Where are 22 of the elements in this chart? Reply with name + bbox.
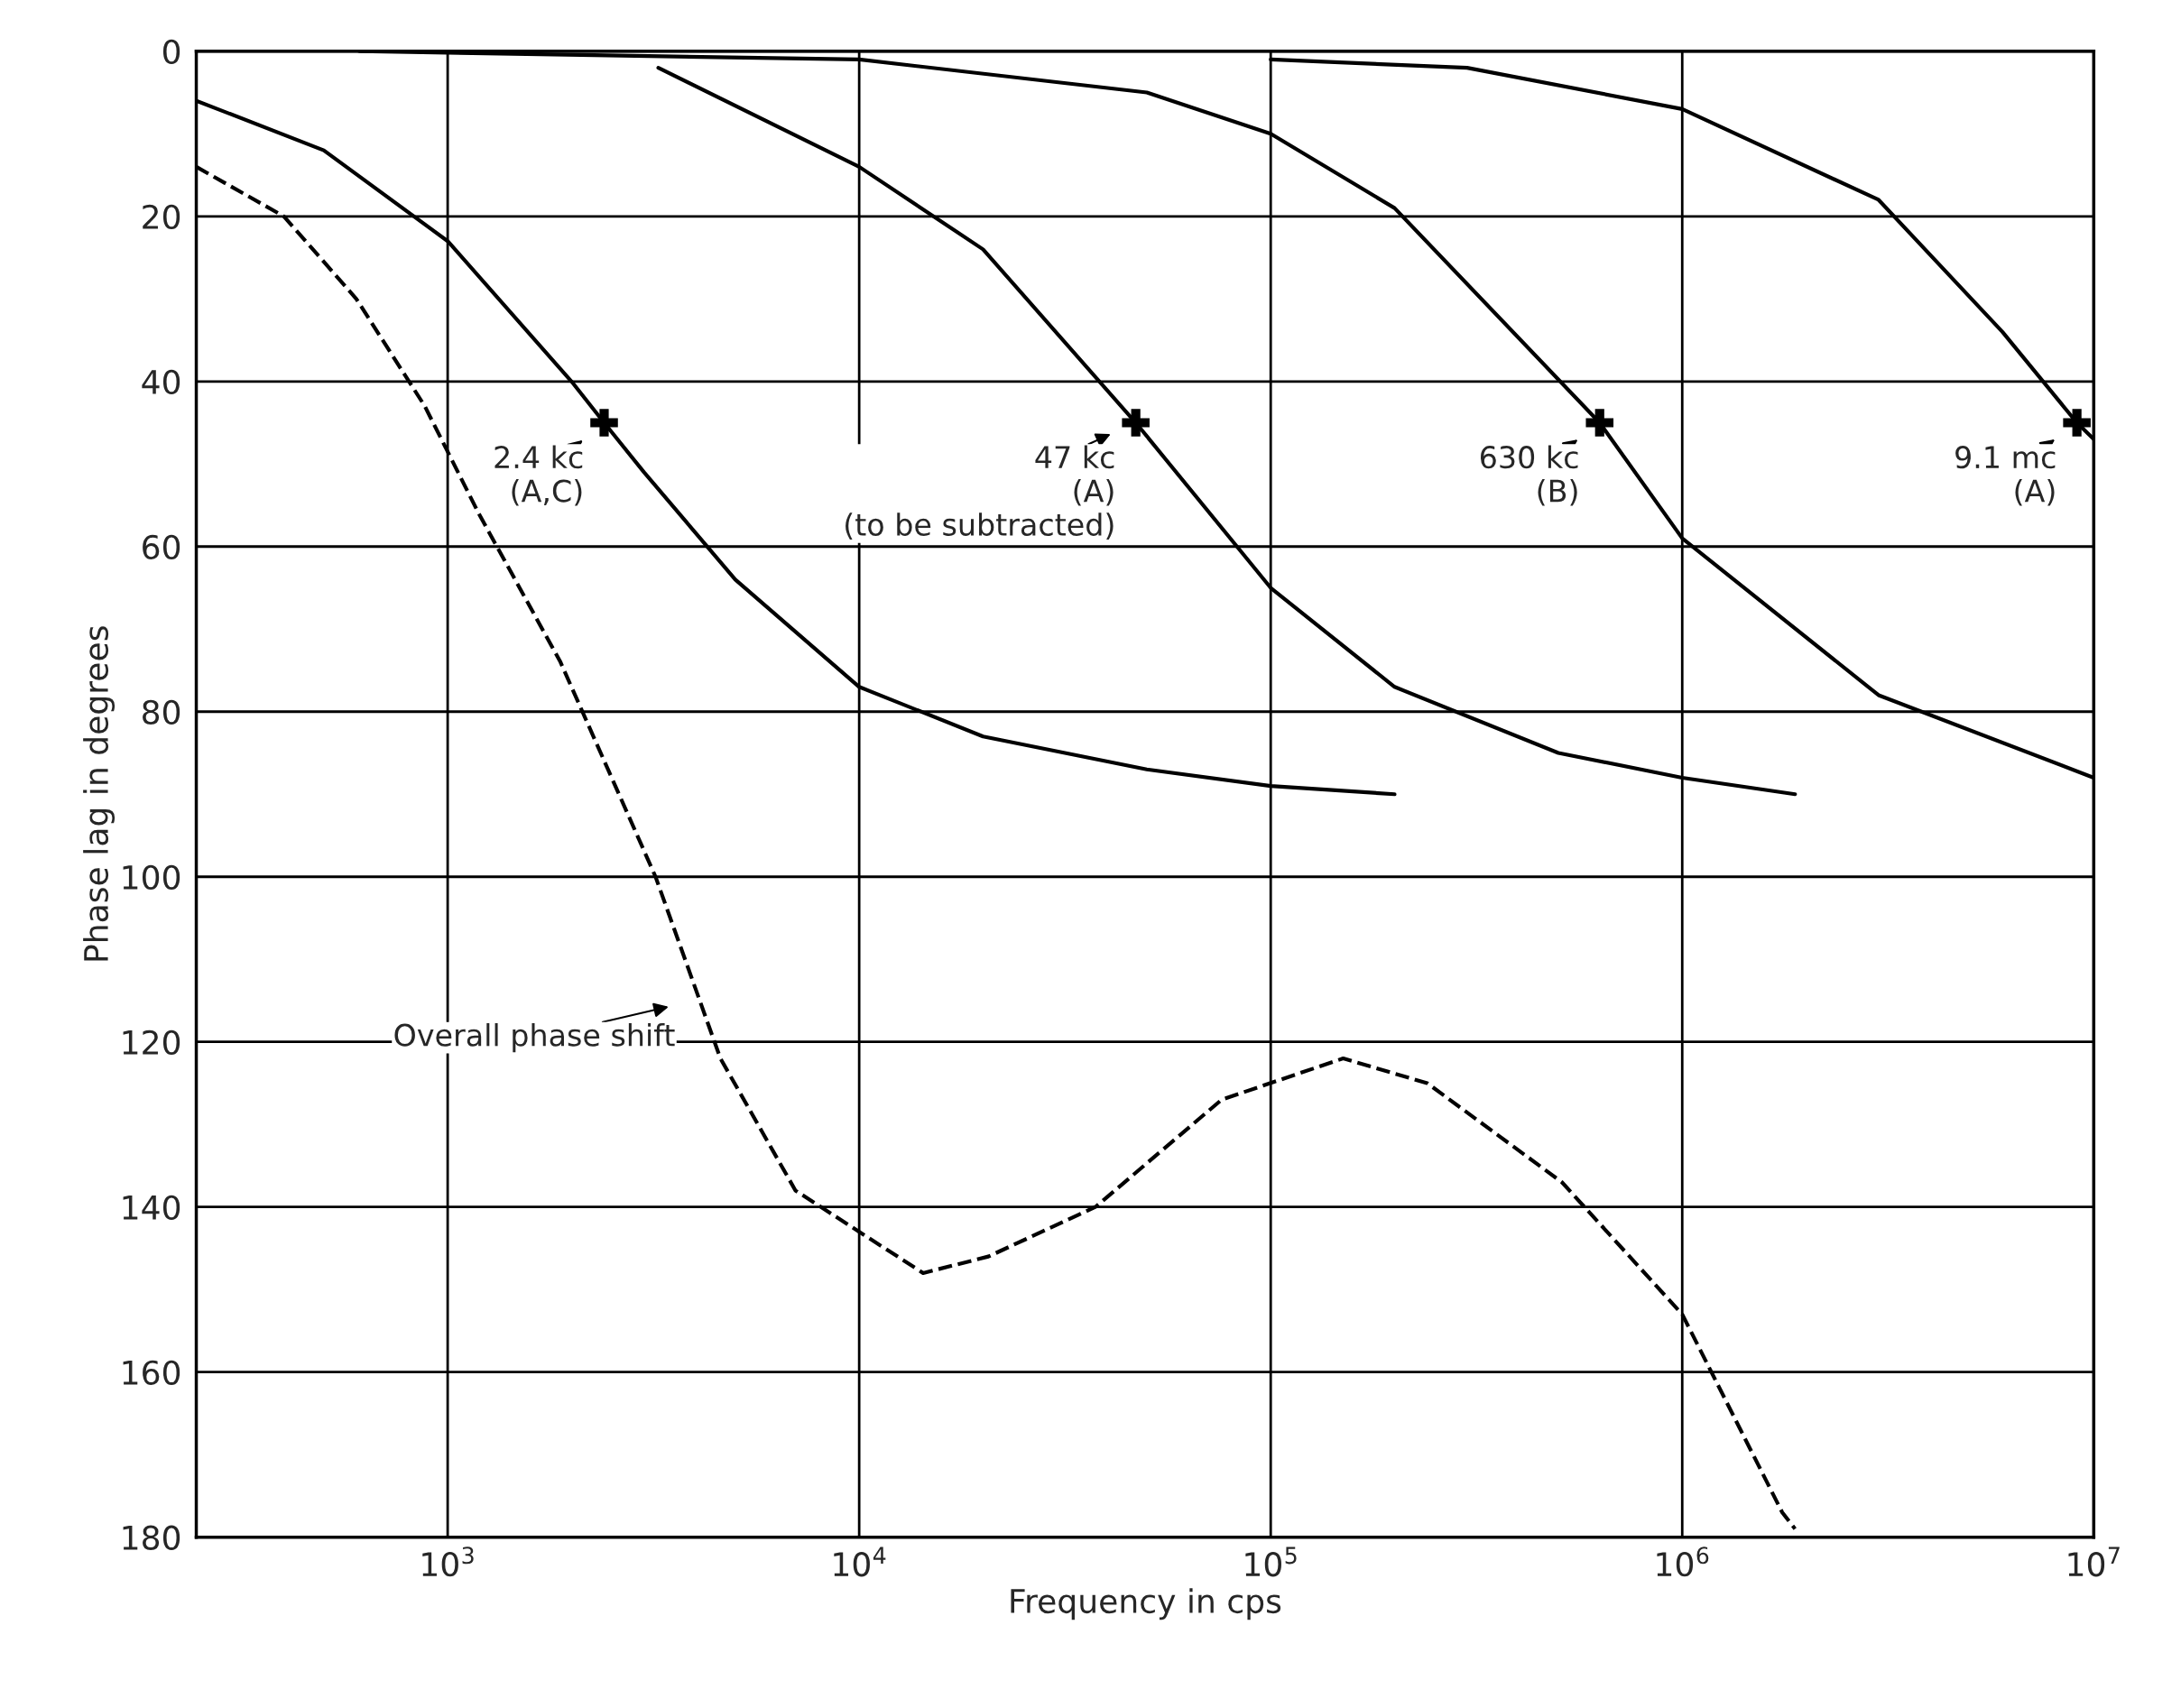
annotation: 2.4 kc (A,C): [494, 445, 583, 506]
x-tick-label: 10$^{6}$: [1657, 1546, 1709, 1577]
y-tick-label: 40: [142, 369, 180, 394]
y-tick-label: 20: [143, 204, 180, 230]
y-tick-label: 180: [123, 1525, 180, 1550]
y-tick-label: 0: [162, 39, 180, 65]
x-tick-label: 10$^{4}$: [834, 1546, 886, 1577]
y-tick-label: 100: [123, 864, 180, 890]
y-tick-label: 60: [143, 534, 180, 559]
x-tick-label: 10$^{7}$: [2068, 1546, 2120, 1577]
y-axis-title: Phase lag in degrees: [83, 626, 116, 961]
x-tick-label: 10$^{3}$: [422, 1546, 474, 1577]
y-tick-label: 120: [123, 1029, 180, 1055]
y-tick-label: 160: [123, 1360, 180, 1385]
annotation: 9.1 mc (A): [1955, 446, 2056, 506]
annotation: 630 kc (B): [1481, 445, 1578, 506]
y-tick-label: 140: [123, 1195, 180, 1220]
annotation: Overall phase shift: [394, 1022, 675, 1053]
annotation: 47 kc (A) (to be subtracted): [846, 445, 1114, 540]
x-tick-label: 10$^{5}$: [1245, 1546, 1297, 1577]
x-axis-title: Frequency in cps: [1011, 1588, 1281, 1620]
y-tick-label: 80: [143, 699, 180, 725]
